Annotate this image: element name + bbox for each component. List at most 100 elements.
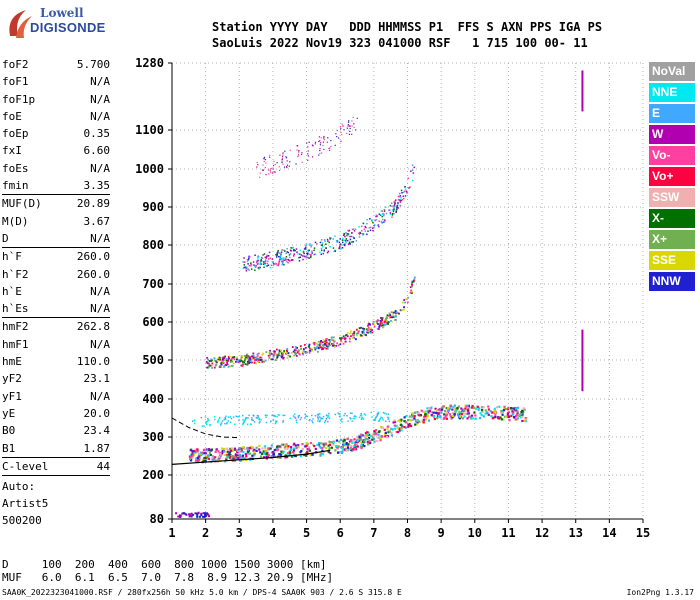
f2-echo bbox=[319, 446, 322, 449]
second-hop-echo bbox=[289, 355, 291, 358]
third-hop-echo bbox=[278, 262, 280, 264]
f2-echo bbox=[227, 453, 230, 456]
second-hop-echo bbox=[389, 314, 392, 317]
second-hop-echo bbox=[325, 339, 328, 342]
f2-echo bbox=[354, 445, 357, 449]
f2-echo bbox=[495, 406, 499, 409]
y-tick-label: 1000 bbox=[135, 162, 164, 176]
f2-echo bbox=[305, 442, 309, 445]
f2-echo bbox=[242, 450, 245, 454]
second-hop-echo bbox=[348, 337, 351, 340]
f2-echo bbox=[353, 439, 356, 442]
param-row: yF1 N/A bbox=[2, 388, 110, 405]
es-echo bbox=[311, 421, 314, 424]
third-hop-echo bbox=[323, 249, 325, 251]
header-line1: Station YYYY DAY DDD HHMMSS P1 FFS S AXN… bbox=[212, 20, 603, 34]
f2-echo bbox=[425, 418, 428, 421]
f2-echo bbox=[487, 405, 490, 408]
f2-echo bbox=[448, 413, 452, 416]
second-hop-echo bbox=[378, 325, 381, 328]
param-label: foF2 bbox=[2, 58, 29, 71]
es-echo bbox=[374, 417, 377, 420]
third-hop-echo bbox=[342, 237, 344, 240]
f2-echo bbox=[403, 425, 406, 429]
f2-echo bbox=[231, 449, 234, 453]
fourth-hop-echo bbox=[281, 160, 283, 163]
fourth-hop-echo bbox=[263, 157, 265, 160]
f2-echo bbox=[342, 443, 345, 446]
third-hop-echo bbox=[242, 267, 245, 270]
second-hop-echo bbox=[392, 311, 395, 314]
fourth-hop-echo bbox=[320, 137, 322, 139]
third-hop-echo bbox=[304, 246, 307, 248]
third-hop-echo bbox=[320, 247, 323, 250]
f2-echo bbox=[327, 444, 330, 447]
f2-echo bbox=[421, 420, 424, 423]
f2-echo bbox=[416, 421, 419, 424]
f2-echo bbox=[525, 418, 528, 421]
third-hop-echo bbox=[347, 229, 349, 232]
es-echo bbox=[251, 417, 253, 419]
f2-echo bbox=[414, 423, 417, 426]
second-hop-echo bbox=[367, 331, 369, 334]
es-echo bbox=[276, 415, 278, 418]
fourth-hop-echo bbox=[297, 155, 299, 158]
param-value: 260.0 bbox=[76, 250, 110, 264]
f2-echo bbox=[523, 419, 526, 422]
third-hop-echo bbox=[322, 246, 324, 248]
second-hop-echo bbox=[381, 326, 384, 329]
third-hop-echo bbox=[262, 263, 265, 266]
f2-echo bbox=[211, 455, 215, 458]
second-hop-echo bbox=[317, 343, 320, 346]
third-hop-echo bbox=[338, 241, 341, 244]
f2-echo bbox=[306, 448, 309, 451]
es-echo bbox=[386, 416, 389, 419]
es-echo bbox=[341, 418, 343, 420]
f2-echo bbox=[493, 409, 496, 412]
f2-echo bbox=[276, 445, 279, 448]
es-echo bbox=[299, 418, 302, 421]
fourth-hop-echo bbox=[311, 156, 314, 158]
second-hop-echo bbox=[315, 342, 318, 345]
f2-echo bbox=[235, 449, 239, 452]
f2-echo bbox=[234, 455, 237, 458]
third-hop-echo bbox=[361, 232, 363, 235]
f2-echo bbox=[303, 453, 306, 457]
second-hop-echo bbox=[394, 310, 397, 312]
second-hop-echo bbox=[381, 324, 384, 327]
f2-echo bbox=[248, 446, 251, 450]
second-hop-echo bbox=[316, 350, 319, 353]
es-echo bbox=[325, 414, 328, 416]
second-hop-echo bbox=[282, 357, 285, 360]
f2-echo bbox=[355, 440, 358, 444]
second-hop-echo bbox=[291, 346, 294, 348]
f2-echo bbox=[391, 428, 394, 431]
f2-echo bbox=[273, 448, 276, 452]
second-hop-echo bbox=[303, 348, 305, 350]
third-hop-echo bbox=[264, 259, 267, 261]
f2-echo bbox=[430, 406, 433, 409]
f2-echo bbox=[403, 420, 406, 423]
second-hop-echo bbox=[247, 358, 250, 361]
third-hop-echo bbox=[323, 250, 325, 253]
third-hop-echo bbox=[405, 191, 408, 194]
third-hop-echo bbox=[408, 187, 410, 189]
f2-echo bbox=[243, 447, 246, 451]
f2-echo bbox=[395, 430, 398, 434]
third-hop-echo bbox=[263, 261, 265, 263]
f2-echo bbox=[351, 441, 354, 444]
third-hop-echo bbox=[254, 254, 256, 257]
second-hop-echo bbox=[220, 362, 222, 365]
second-hop-echo bbox=[313, 342, 316, 344]
param-row: hmF2 262.8 bbox=[2, 318, 110, 335]
third-hop-echo bbox=[260, 263, 262, 265]
f2-echo bbox=[373, 432, 376, 435]
second-hop-echo bbox=[210, 364, 213, 367]
second-hop-echo bbox=[220, 363, 223, 366]
param-value: 44 bbox=[96, 459, 110, 473]
fourth-hop-echo bbox=[347, 125, 349, 127]
second-hop-echo bbox=[219, 365, 222, 368]
second-hop-echo bbox=[304, 351, 307, 354]
f2-echo bbox=[258, 448, 261, 451]
third-hop-echo bbox=[372, 229, 374, 232]
